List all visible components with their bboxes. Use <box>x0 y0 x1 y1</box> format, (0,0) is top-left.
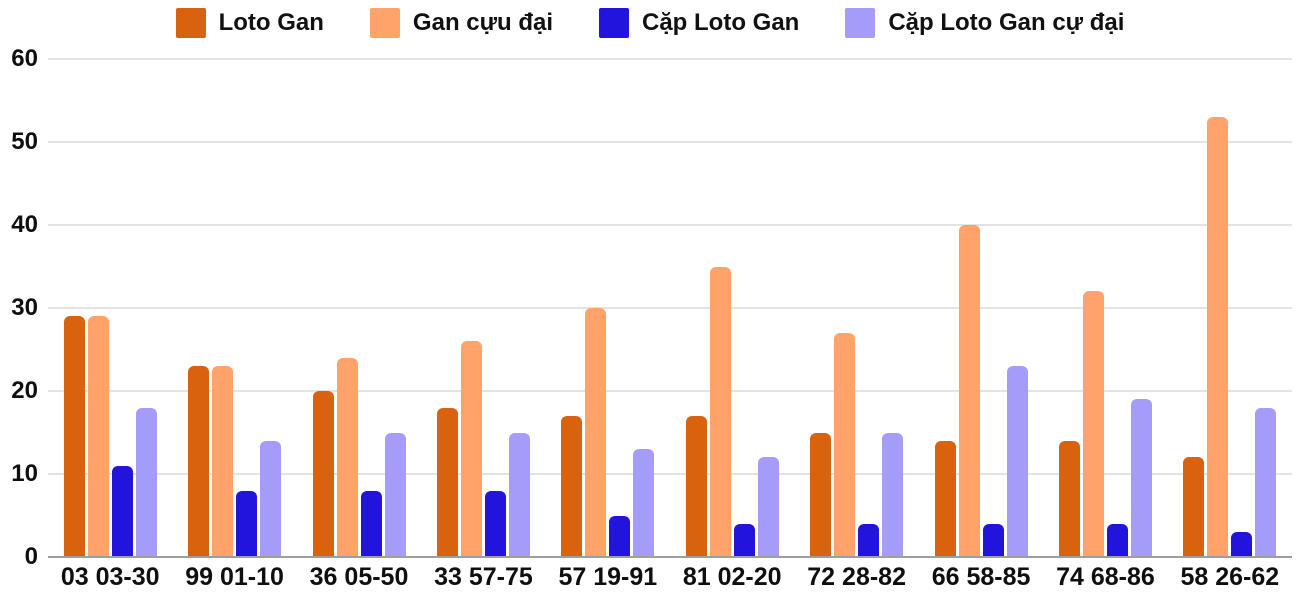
legend-item: Cặp Loto Gan <box>599 8 799 38</box>
bar-cặp-loto-gan <box>1106 523 1128 557</box>
chart-legend: Loto Gan Gan cựu đại Cặp Loto Gan Cặp Loto … <box>0 8 1300 38</box>
legend-label: Gan cựu đại <box>412 9 553 36</box>
bar-loto-gan <box>561 415 583 557</box>
y-tick-label: 50 <box>11 128 38 155</box>
bar-gan-cựu-đại <box>585 308 607 557</box>
x-tick-label: 99 01-10 <box>185 563 284 591</box>
bar-loto-gan <box>810 432 832 557</box>
bar-cặp-loto-gan <box>484 490 506 557</box>
bar-cặp-loto-gan-cự-đại <box>633 449 655 557</box>
x-tick-label: 36 05-50 <box>309 563 409 591</box>
bar-cặp-loto-gan <box>360 490 382 557</box>
x-tick-label: 72 28-82 <box>807 563 906 591</box>
bar-gan-cựu-đại <box>958 225 980 557</box>
bar-cặp-loto-gan <box>982 523 1004 557</box>
y-tick-label: 0 <box>24 543 38 570</box>
bar-gan-cựu-đại <box>336 357 358 557</box>
bar-group <box>919 59 1043 557</box>
bar-group <box>1043 59 1167 557</box>
bar-gan-cựu-đại <box>460 341 482 557</box>
bar-cặp-loto-gan <box>1231 532 1253 557</box>
legend-swatch-icon <box>369 8 400 38</box>
bar-group <box>670 59 794 557</box>
bar-cặp-loto-gan-cự-đại <box>384 432 406 557</box>
bar-gan-cựu-đại <box>834 332 856 557</box>
bar-cặp-loto-gan-cự-đại <box>882 432 904 557</box>
bar-group <box>172 59 296 557</box>
gridline-50 <box>48 141 1292 143</box>
bar-cặp-loto-gan-cự-đại <box>1130 399 1152 557</box>
bar-cặp-loto-gan-cự-đại <box>1006 366 1028 557</box>
x-tick-label: 81 02-20 <box>682 563 782 591</box>
x-tick-label: 74 68-86 <box>1056 563 1155 591</box>
y-tick-label: 40 <box>11 211 38 239</box>
legend-label: Cặp Loto Gan cự đại <box>888 9 1125 36</box>
bar-loto-gan <box>685 415 707 557</box>
bar-group <box>546 59 670 557</box>
gridline-0 <box>48 556 1292 558</box>
bar-cặp-loto-gan <box>858 523 880 557</box>
y-tick-label: 10 <box>11 460 38 488</box>
bar-cặp-loto-gan <box>609 515 631 557</box>
bar-group <box>1168 59 1292 557</box>
bar-loto-gan <box>436 407 458 557</box>
gridline-10 <box>48 473 1292 476</box>
plot-area: 0 10 20 30 40 50 60 <box>11 46 1292 570</box>
bar-cặp-loto-gan-cự-đại <box>135 407 157 557</box>
bar-groups <box>48 59 1292 557</box>
legend-swatch-icon <box>845 8 876 38</box>
bar-cặp-loto-gan-cự-đại <box>1255 407 1277 557</box>
bar-gan-cựu-đại <box>87 316 109 557</box>
x-tick-label: 57 19-91 <box>558 563 658 591</box>
bar-loto-gan <box>188 366 210 557</box>
x-axis-labels: 03 03-30 99 01-10 36 05-50 33 57-75 57 19-91… <box>48 563 1292 592</box>
y-tick-label: 20 <box>11 377 38 405</box>
x-tick-label: 33 57-75 <box>434 563 533 591</box>
y-tick-label: 60 <box>11 45 38 72</box>
bar-gan-cựu-đại <box>212 366 234 557</box>
bar-cặp-loto-gan <box>111 465 133 557</box>
legend-swatch-icon <box>175 8 206 38</box>
bar-loto-gan <box>63 316 85 557</box>
legend-label: Loto Gan <box>218 9 324 36</box>
x-tick-label: 58 26-62 <box>1180 563 1280 591</box>
y-tick-label: 30 <box>11 294 38 321</box>
gridline-20 <box>48 390 1292 393</box>
x-tick-label: 66 58-85 <box>931 563 1031 591</box>
bar-gan-cựu-đại <box>709 266 731 557</box>
x-tick-label: 03 03-30 <box>60 563 160 591</box>
bar-gan-cựu-đại <box>1207 117 1229 557</box>
bar-loto-gan <box>1183 457 1205 557</box>
legend-item: Gan cựu đại <box>369 8 553 38</box>
bar-group <box>794 59 918 557</box>
bar-loto-gan <box>1058 440 1080 557</box>
legend-item: Loto Gan <box>175 8 324 38</box>
legend-label: Cặp Loto Gan <box>642 9 800 36</box>
bar-cặp-loto-gan <box>236 490 258 557</box>
bar-cặp-loto-gan-cự-đại <box>260 440 282 557</box>
legend-item: Cặp Loto Gan cự đại <box>845 8 1124 38</box>
legend-swatch-icon <box>599 8 629 38</box>
gridline-30 <box>48 307 1292 309</box>
gridline-60 <box>48 58 1292 60</box>
bar-cặp-loto-gan-cự-đại <box>757 457 779 557</box>
bar-group <box>421 59 545 557</box>
bar-gan-cựu-đại <box>1082 291 1104 557</box>
bar-cặp-loto-gan-cự-đại <box>508 432 530 557</box>
bar-loto-gan <box>312 391 334 557</box>
bar-group <box>48 59 172 557</box>
bar-cặp-loto-gan <box>733 523 755 557</box>
bar-loto-gan <box>934 440 956 557</box>
bar-group <box>297 59 421 557</box>
gridline-40 <box>48 224 1292 227</box>
